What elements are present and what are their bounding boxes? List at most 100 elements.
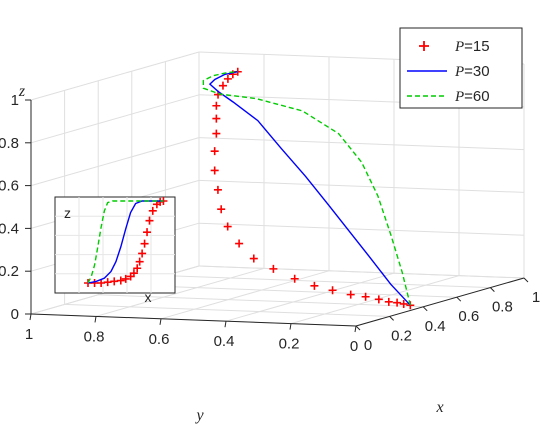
inset-series-marker <box>140 239 149 248</box>
series-p15-marker <box>399 299 408 308</box>
floor-grid-y <box>225 272 395 322</box>
inset-series-marker <box>116 276 125 285</box>
x-tick-mark <box>523 277 529 283</box>
floor-grid-x <box>165 275 491 289</box>
y-axis-line <box>30 313 357 327</box>
x-tick-label: 0.8 <box>492 299 513 316</box>
inset-ylabel: z <box>64 205 71 221</box>
y-tick-mark <box>354 325 357 333</box>
series-p15-marker <box>210 166 219 175</box>
y-tick-label: 1 <box>25 326 33 343</box>
inset-series-marker <box>133 264 142 273</box>
z-tick-label: 0.8 <box>0 135 19 152</box>
y-tick-label: 0.6 <box>149 331 170 348</box>
y-tick-label: 0.2 <box>279 336 300 353</box>
y-tick-mark <box>29 313 32 321</box>
y-tick-mark <box>94 316 97 323</box>
wall-grid-z <box>198 222 525 236</box>
y-tick-mark <box>159 318 162 325</box>
legend-box <box>399 27 523 109</box>
wall-grid-z <box>198 137 525 151</box>
series-p15-marker <box>374 295 383 304</box>
floor-grid-y <box>95 267 265 317</box>
series-p30-line <box>208 71 411 306</box>
z-tick-label: 0.6 <box>0 178 19 195</box>
x-tick-label: 0.2 <box>391 327 412 344</box>
series-p15-marker <box>361 292 370 301</box>
floor-grid-y <box>160 270 330 320</box>
wall-grid-z <box>30 94 200 144</box>
inset-plot: zx <box>54 196 176 305</box>
inset-series-marker <box>148 206 157 215</box>
z-tick-label: 1 <box>11 92 19 109</box>
series-p15-marker <box>212 129 221 138</box>
legend-entry: P=30 <box>454 63 490 80</box>
z-tick-label: 0.2 <box>0 263 19 280</box>
y-axis-label: y <box>194 407 204 424</box>
inset-series-marker <box>103 278 112 287</box>
legend-marker <box>419 41 429 51</box>
wall-grid-z <box>198 179 525 193</box>
series-p15-marker <box>310 281 319 290</box>
series-p15-marker <box>223 74 232 83</box>
inset-series-marker <box>121 274 130 283</box>
x-tick-mark <box>355 325 361 331</box>
z-axis-label: z <box>18 83 26 100</box>
x-tick-label: 0 <box>364 337 372 354</box>
inset-series-marker <box>97 279 106 287</box>
series-p15-marker <box>210 147 219 156</box>
x-tick-label: 0.4 <box>425 318 446 335</box>
floor-grid-x <box>98 294 424 308</box>
floor-grid-x <box>198 265 525 279</box>
series-p15-marker <box>235 239 244 248</box>
series-p15-marker <box>346 290 355 299</box>
x-tick-label: 0.6 <box>458 308 479 325</box>
series-p15-marker <box>269 264 278 273</box>
y-tick-mark <box>224 321 227 328</box>
series-p15-marker <box>212 101 221 110</box>
series-p15-marker <box>217 205 226 214</box>
axis-labels: x y z <box>18 83 444 424</box>
y-tick-label: 0 <box>350 338 358 355</box>
x-tick-mark <box>389 316 394 321</box>
y-tick-mark <box>289 323 292 330</box>
inset-series-marker <box>145 216 154 225</box>
x-tick-mark <box>490 287 495 292</box>
series-p15-marker <box>249 254 258 263</box>
tick-labels: 0000.20.20.20.40.40.40.60.60.60.80.80.81… <box>0 92 540 355</box>
series-p15-marker <box>212 114 221 123</box>
inset-frame <box>54 196 176 294</box>
floor-grid-x <box>131 284 457 298</box>
legend: P=15 P=30 P=60 <box>399 27 523 109</box>
inset-series-marker <box>138 249 147 258</box>
inset-series-marker <box>135 257 144 266</box>
inset-xlabel: x <box>145 289 152 305</box>
x-tick-mark <box>456 296 462 302</box>
series-p15-marker <box>218 81 227 90</box>
axes-frame <box>25 99 529 333</box>
x-axis-line <box>355 277 525 327</box>
inset-series-line <box>87 200 164 284</box>
wall-grid-z <box>30 51 200 101</box>
series-p15-marker <box>328 286 337 295</box>
series-p15-marker <box>213 185 222 194</box>
data-curves <box>202 67 415 310</box>
legend-entry: P=15 <box>454 38 490 55</box>
y-tick-label: 0.4 <box>214 333 235 350</box>
series-p15-marker <box>290 274 299 283</box>
series-p15-marker <box>393 298 402 307</box>
legend-entry: P=60 <box>454 88 490 105</box>
x-axis-label: x <box>435 399 443 416</box>
wall-grid-z <box>30 137 200 187</box>
series-p15-marker <box>223 222 232 231</box>
x-tick-mark <box>422 306 428 312</box>
inset-series-marker <box>110 277 119 286</box>
inset-series-marker <box>129 269 138 278</box>
inset-series-line <box>87 200 164 284</box>
inset-series-marker <box>143 228 152 237</box>
y-tick-label: 0.8 <box>84 328 105 345</box>
x-tick-label: 1 <box>532 289 540 306</box>
z-tick-label: 0 <box>11 306 19 323</box>
series-p15-marker <box>384 297 393 306</box>
